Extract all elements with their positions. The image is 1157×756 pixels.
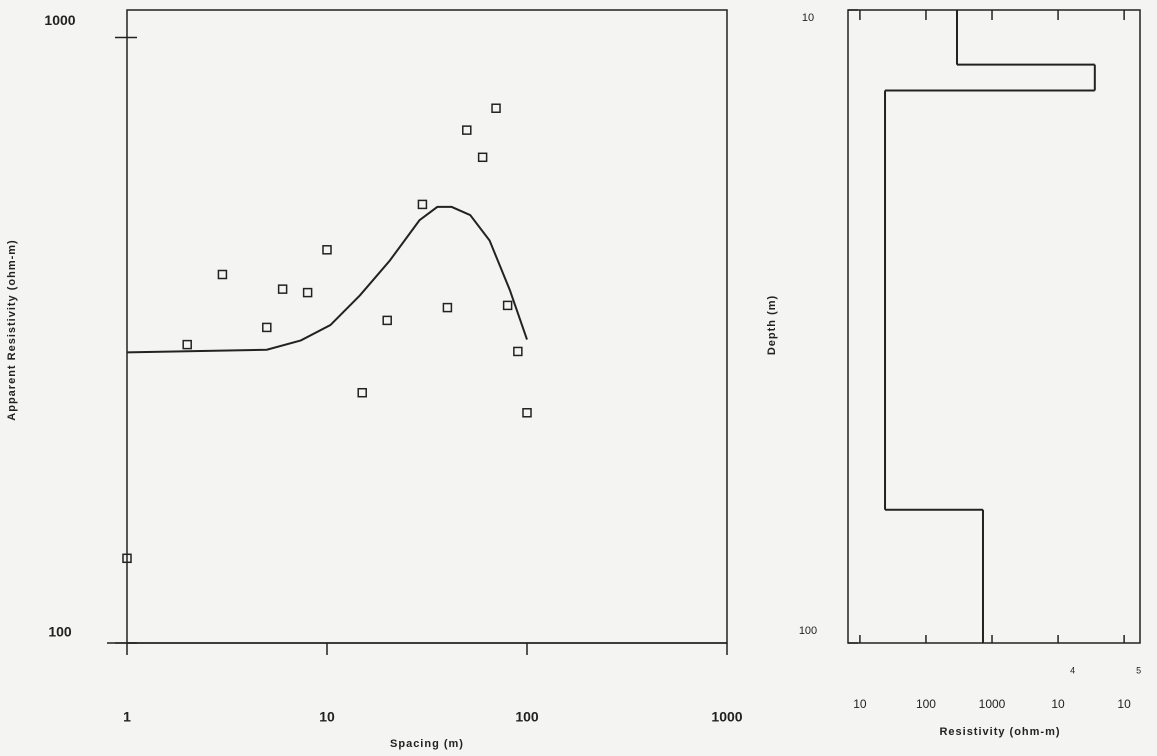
model-curve — [126, 205, 528, 354]
data-point — [382, 315, 392, 326]
x-tick-label: 10 — [1051, 697, 1065, 711]
data-point — [262, 322, 272, 333]
x-axis-label: Spacing (m) — [390, 738, 464, 750]
y-tick-label: 100 — [799, 625, 817, 637]
x-axis-label: Resistivity (ohm-m) — [939, 726, 1060, 738]
data-point — [477, 152, 488, 163]
data-point — [302, 287, 313, 298]
data-point — [513, 346, 523, 357]
x-tick-exponent: 5 — [1136, 665, 1141, 675]
y-axis-label: Depth (m) — [766, 295, 778, 355]
data-point — [122, 553, 132, 564]
data-point — [442, 302, 453, 313]
data-point — [357, 387, 367, 398]
data-point — [491, 103, 501, 113]
data-point — [462, 125, 472, 135]
x-tick-label: 100 — [515, 709, 539, 725]
data-point — [522, 408, 532, 418]
data-point — [277, 284, 288, 294]
y-tick-label: 10 — [802, 12, 814, 24]
y-axis-label: Apparent Resistivity (ohm-m) — [6, 239, 18, 420]
x-tick-label: 1000 — [711, 709, 742, 725]
x-tick-label: 10 — [1117, 697, 1131, 711]
x-tick-label: 10 — [853, 697, 867, 711]
left-frame — [126, 9, 728, 644]
x-tick-label: 10 — [319, 709, 335, 725]
y-tick-label: 100 — [48, 624, 72, 640]
data-point — [322, 245, 332, 255]
x-tick-label: 1000 — [979, 697, 1006, 711]
x-tick-exponent: 4 — [1070, 665, 1075, 675]
x-tick-label: 1 — [123, 709, 131, 725]
data-point — [217, 269, 228, 280]
data-point — [417, 199, 428, 210]
data-point — [502, 300, 513, 311]
x-tick-label: 100 — [916, 697, 936, 711]
y-tick-label: 1000 — [44, 12, 75, 28]
right-frame — [847, 9, 1141, 644]
data-point — [182, 339, 192, 350]
